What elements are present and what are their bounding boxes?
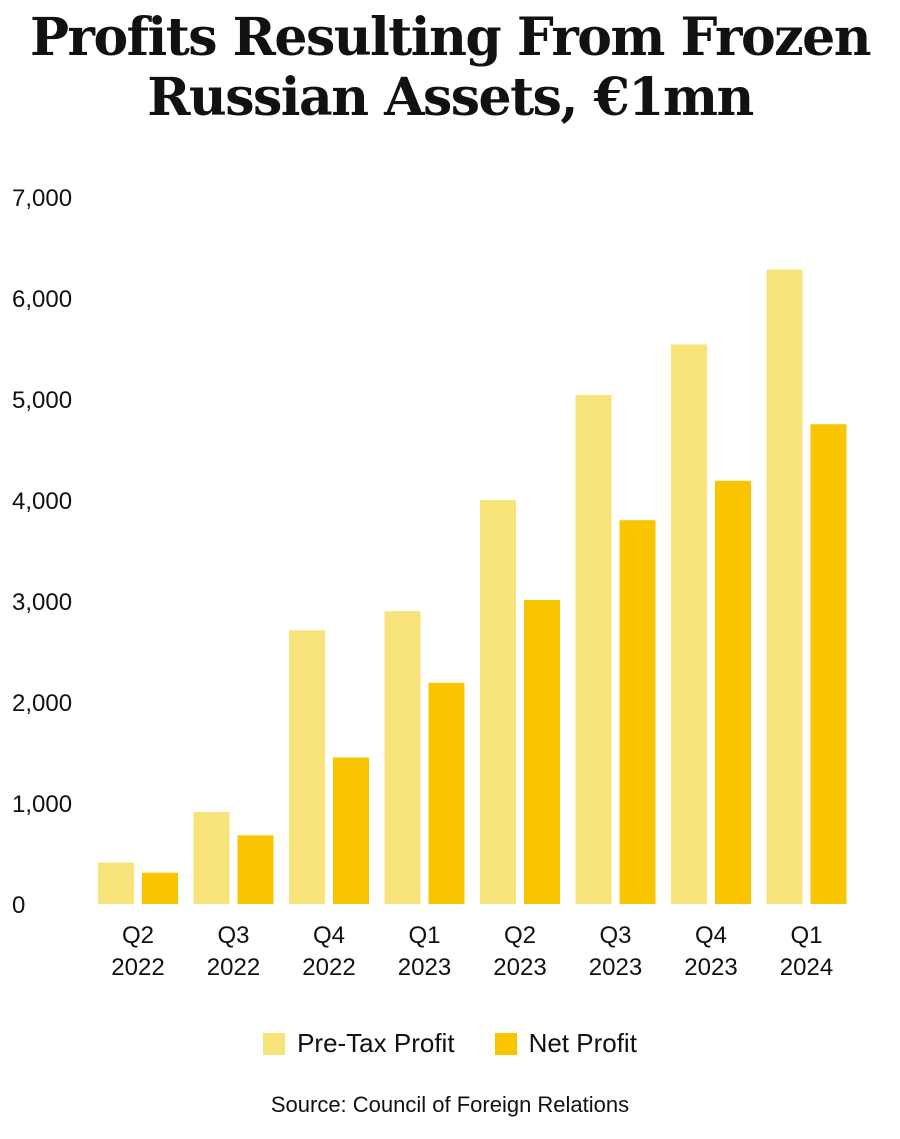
y-tick-label: 1,000 [12, 791, 72, 818]
bar-net-5 [619, 520, 656, 904]
y-tick-label: 4,000 [12, 488, 72, 515]
chart-title-line-1: Profits Resulting From Frozen [29, 7, 872, 68]
chart-title: Profits Resulting From Frozen Russian As… [0, 8, 900, 128]
legend: Pre-Tax Profit Net Profit [0, 1028, 900, 1059]
bars [98, 269, 847, 905]
x-tick-year: 2022 [207, 954, 260, 981]
bar-pre-tax-0 [98, 862, 134, 904]
bar-pre-tax-7 [766, 269, 803, 905]
y-axis: 0 1,000 2,000 3,000 4,000 5,000 6,000 7,000 [12, 185, 72, 919]
x-tick-quarter: Q4 [313, 922, 345, 949]
legend-swatch-net [494, 1032, 517, 1055]
x-tick-year: 2023 [398, 954, 451, 981]
y-tick-label: 2,000 [12, 690, 72, 717]
bar-pre-tax-5 [575, 394, 612, 904]
bar-pre-tax-4 [480, 500, 516, 904]
bar-net-3 [428, 682, 465, 904]
x-tick-quarter: Q1 [790, 922, 822, 949]
bar-pre-tax-3 [384, 611, 421, 904]
x-tick-year: 2022 [111, 954, 164, 981]
x-tick-quarter: Q3 [217, 922, 249, 949]
y-tick-label: 7,000 [12, 185, 72, 212]
x-tick-year: 2023 [589, 954, 642, 981]
y-tick-label: 5,000 [12, 387, 72, 414]
legend-item-net: Net Profit [494, 1028, 637, 1059]
legend-label-pre-tax: Pre-Tax Profit [297, 1028, 455, 1058]
legend-label-net: Net Profit [528, 1028, 637, 1058]
bar-net-1 [237, 835, 274, 904]
x-tick-quarter: Q2 [122, 922, 154, 949]
x-tick-year: 2024 [780, 954, 833, 981]
bar-net-7 [810, 424, 847, 904]
bar-pre-tax-6 [671, 344, 707, 905]
bar-net-2 [333, 757, 369, 904]
chart-title-line-2: Russian Assets, €1mn [147, 67, 754, 128]
x-tick-year: 2022 [302, 954, 355, 981]
y-tick-label: 0 [12, 892, 25, 919]
legend-swatch-pre-tax [263, 1032, 286, 1055]
legend-item-pre-tax: Pre-Tax Profit [263, 1028, 455, 1059]
x-tick-quarter: Q1 [408, 922, 440, 949]
x-tick-quarter: Q4 [695, 922, 727, 949]
source-note: Source: Council of Foreign Relations [270, 1092, 630, 1117]
bar-net-0 [142, 872, 178, 904]
x-tick-year: 2023 [684, 954, 737, 981]
x-tick-quarter: Q3 [599, 922, 631, 949]
y-tick-label: 6,000 [12, 286, 72, 313]
bar-pre-tax-1 [193, 812, 230, 904]
y-tick-label: 3,000 [12, 589, 72, 616]
bar-net-6 [715, 480, 751, 904]
bar-pre-tax-2 [289, 630, 325, 904]
x-axis: Q2 2022 Q3 2022 Q4 2022 Q1 2023 Q2 2023 Q3 2023 Q4 20… [111, 922, 833, 981]
x-tick-year: 2023 [493, 954, 546, 981]
bar-net-4 [524, 599, 560, 904]
x-tick-quarter: Q2 [504, 922, 536, 949]
